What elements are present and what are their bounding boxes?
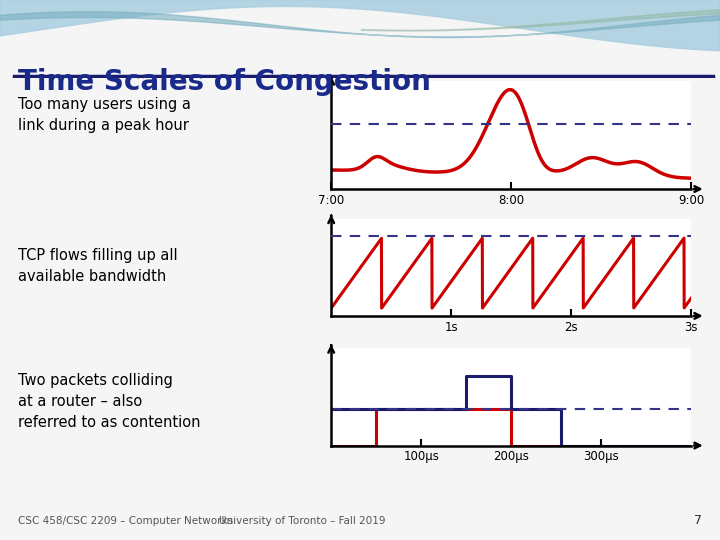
Text: TCP flows filling up all
available bandwidth: TCP flows filling up all available bandw…: [18, 248, 178, 285]
Text: Two packets colliding
at a router – also
referred to as contention: Two packets colliding at a router – also…: [18, 373, 200, 430]
Text: University of Toronto – Fall 2019: University of Toronto – Fall 2019: [219, 516, 386, 526]
Text: Time Scales of Congestion: Time Scales of Congestion: [18, 68, 431, 96]
Text: Too many users using a
link during a peak hour: Too many users using a link during a pea…: [18, 97, 191, 133]
Text: 7: 7: [694, 514, 702, 526]
Text: CSC 458/CSC 2209 – Computer Networks: CSC 458/CSC 2209 – Computer Networks: [18, 516, 233, 526]
